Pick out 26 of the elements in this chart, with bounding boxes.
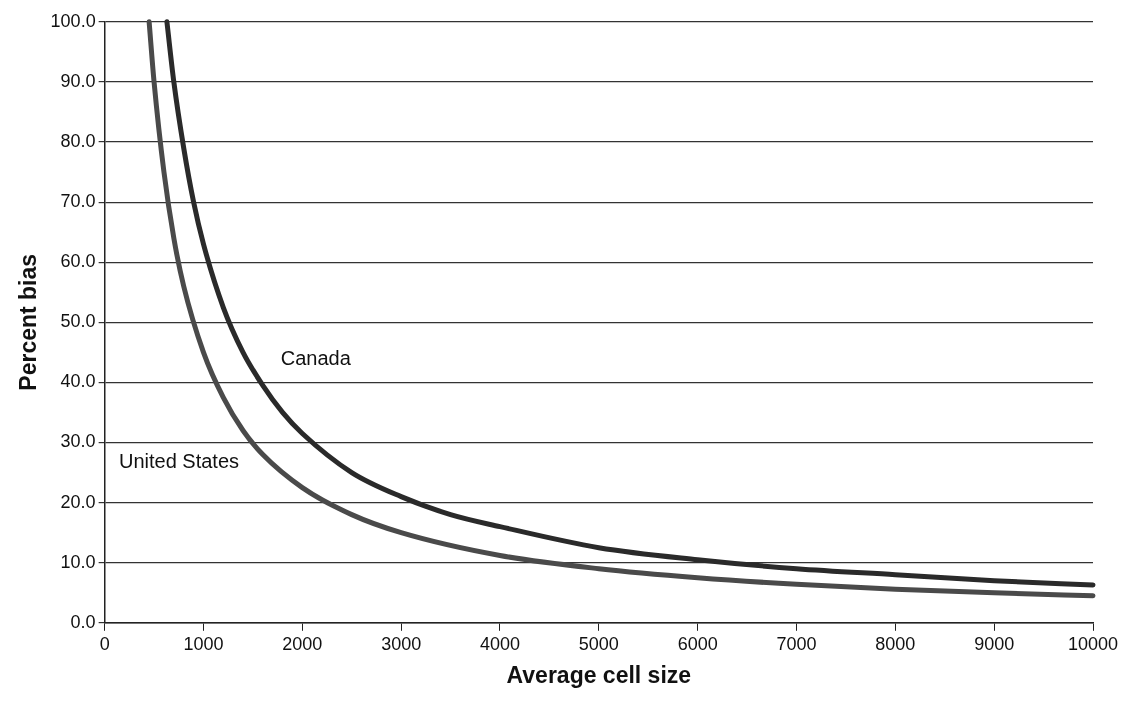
x-tick-label: 8000 — [875, 633, 916, 654]
x-tick-label: 9000 — [974, 633, 1015, 654]
y-tick-label: 10.0 — [60, 551, 96, 572]
y-tick-label: 100.0 — [50, 10, 96, 31]
x-tick-label: 4000 — [479, 633, 521, 654]
x-tick-label: 10000 — [1067, 633, 1119, 654]
x-tick-label: 3000 — [381, 633, 422, 654]
x-tick-label: 6000 — [677, 633, 718, 654]
y-tick-label: 80.0 — [60, 130, 96, 151]
series-label: United States — [118, 450, 240, 473]
x-tick-label: 7000 — [776, 633, 817, 654]
y-axis-title: Percent bias — [15, 253, 42, 391]
x-tick-label: 2000 — [282, 633, 323, 654]
y-tick-label: 30.0 — [60, 431, 96, 452]
x-axis-title: Average cell size — [506, 661, 692, 688]
y-tick-label: 20.0 — [60, 491, 96, 512]
x-tick-label: 1000 — [183, 633, 224, 654]
y-tick-label: 0.0 — [70, 611, 96, 632]
y-tick-label: 50.0 — [60, 311, 96, 332]
y-tick-label: 90.0 — [60, 70, 96, 91]
y-tick-label: 60.0 — [60, 251, 96, 272]
series-label: Canada — [280, 347, 352, 370]
y-tick-label: 40.0 — [60, 371, 96, 392]
x-tick-label: 5000 — [578, 633, 619, 654]
y-tick-label: 70.0 — [60, 191, 96, 212]
x-tick-label: 0 — [99, 633, 110, 654]
